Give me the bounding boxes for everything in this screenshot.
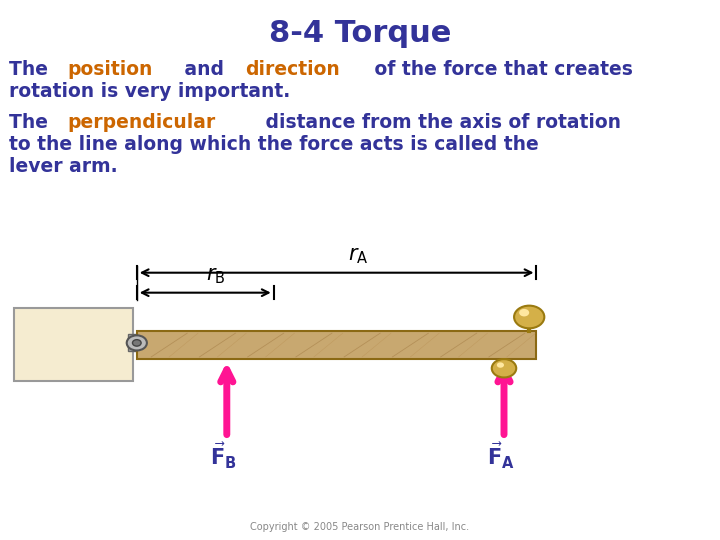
- Text: rotation is very important.: rotation is very important.: [9, 82, 290, 101]
- Text: The: The: [9, 113, 54, 132]
- Text: 8-4 Torque: 8-4 Torque: [269, 19, 451, 48]
- Text: $\vec{\mathbf{F}}_{\mathbf{B}}$: $\vec{\mathbf{F}}_{\mathbf{B}}$: [210, 440, 236, 470]
- Text: $\vec{\mathbf{F}}_{\mathbf{A}}$: $\vec{\mathbf{F}}_{\mathbf{A}}$: [487, 440, 514, 470]
- FancyBboxPatch shape: [128, 334, 141, 351]
- Text: of the force that creates: of the force that creates: [367, 60, 632, 79]
- Text: and: and: [178, 60, 230, 79]
- Text: The: The: [9, 60, 54, 79]
- Circle shape: [132, 340, 141, 346]
- Circle shape: [514, 306, 544, 328]
- Circle shape: [127, 335, 147, 350]
- Text: $r_{\mathrm{A}}$: $r_{\mathrm{A}}$: [348, 246, 369, 266]
- Text: lever arm.: lever arm.: [9, 157, 117, 176]
- Text: position: position: [68, 60, 153, 79]
- Circle shape: [519, 309, 529, 316]
- Circle shape: [497, 362, 504, 368]
- Text: to the line along which the force acts is called the: to the line along which the force acts i…: [9, 135, 539, 154]
- Text: perpendicular: perpendicular: [68, 113, 215, 132]
- Text: Copyright © 2005 Pearson Prentice Hall, Inc.: Copyright © 2005 Pearson Prentice Hall, …: [251, 522, 469, 532]
- Circle shape: [492, 359, 516, 377]
- Text: distance from the axis of rotation: distance from the axis of rotation: [258, 113, 621, 132]
- Text: direction: direction: [246, 60, 340, 79]
- Text: $r_{\mathrm{B}}$: $r_{\mathrm{B}}$: [206, 266, 226, 286]
- FancyBboxPatch shape: [14, 308, 133, 381]
- FancyBboxPatch shape: [137, 331, 536, 359]
